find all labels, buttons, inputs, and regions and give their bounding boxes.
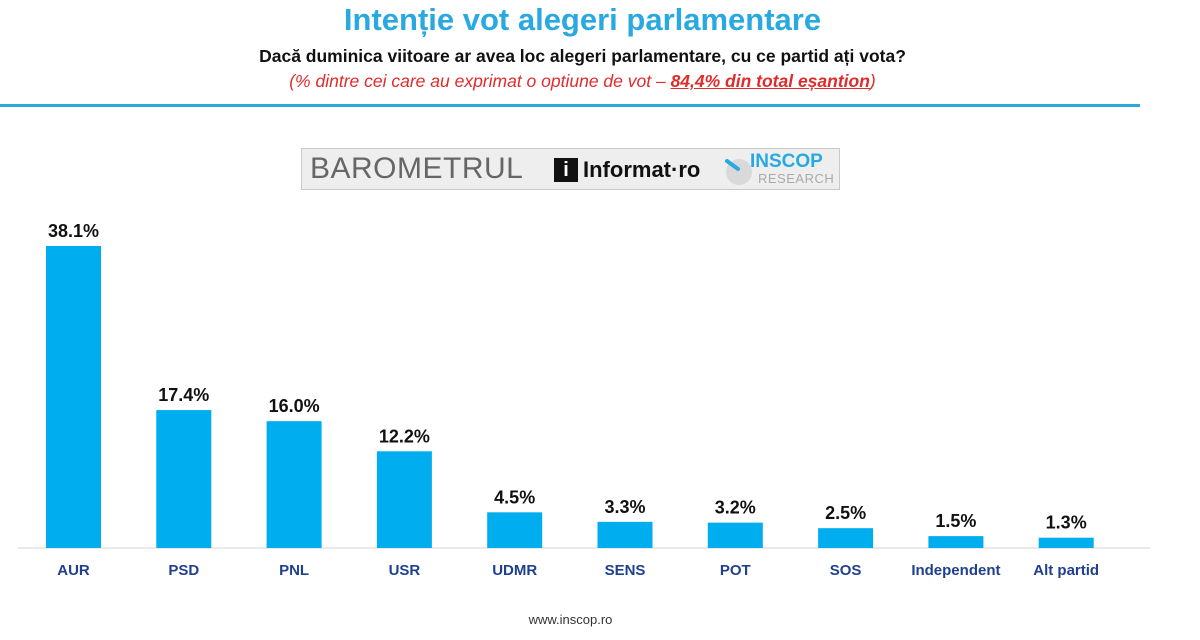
value-label-usr: 12.2% <box>379 426 430 446</box>
category-label-psd: PSD <box>168 562 199 579</box>
category-label-alt-partid: Alt partid <box>1033 562 1099 579</box>
sample-note-close: ) <box>869 71 876 91</box>
chart-title: Intenție vot alegeri parlamentare <box>343 2 822 37</box>
sample-note-emphasis: 84,4% din total eșantion <box>670 71 870 91</box>
category-label-aur: AUR <box>57 562 90 579</box>
bar-sos <box>818 528 874 548</box>
chart-subtitle: Dacă duminica viitoare ar avea loc alege… <box>259 46 906 66</box>
value-label-pot: 3.2% <box>715 498 756 518</box>
bar-alt-partid <box>1038 537 1094 548</box>
value-label-pnl: 16.0% <box>269 396 320 416</box>
category-label-pnl: PNL <box>279 562 309 579</box>
value-label-sens: 3.3% <box>604 497 645 517</box>
bar-chart: 38.1% AUR 17.4% PSD 16.0% PNL 12.2% USR 4.5% UDMR… <box>18 221 1150 579</box>
barometer-label: BAROMETRUL <box>310 152 524 185</box>
category-label-udmr: UDMR <box>492 562 537 579</box>
sample-note: (% dintre cei care au exprimat o optiune… <box>0 71 1165 92</box>
inscop-logo-text: INSCOP <box>750 151 823 172</box>
value-label-aur: 38.1% <box>48 221 99 241</box>
category-label-independent: Independent <box>911 562 1000 579</box>
bar-independent <box>928 536 984 548</box>
bar-udmr <box>487 512 543 548</box>
barometer-banner: BAROMETRUL i Informat·ro INSCOP RESEARCH <box>301 148 840 190</box>
value-label-psd: 17.4% <box>158 385 209 405</box>
header-divider <box>0 104 1140 107</box>
inscop-research-text: RESEARCH <box>758 171 835 186</box>
value-label-independent: 1.5% <box>935 511 976 531</box>
bar-psd <box>156 410 212 548</box>
category-label-pot: POT <box>720 562 751 579</box>
informat-logo-text: Informat·ro <box>583 157 701 182</box>
bar-sens <box>597 521 653 548</box>
category-label-usr: USR <box>389 562 421 579</box>
category-label-sens: SENS <box>605 562 646 579</box>
bar-usr <box>376 451 432 548</box>
category-label-sos: SOS <box>830 562 862 579</box>
bar-aur <box>46 246 101 548</box>
bar-pot <box>707 522 763 548</box>
value-label-sos: 2.5% <box>825 503 866 523</box>
value-label-udmr: 4.5% <box>494 487 535 507</box>
value-label-alt-partid: 1.3% <box>1046 513 1087 533</box>
informat-logo-icon: i <box>554 158 578 182</box>
bar-pnl <box>266 421 322 548</box>
sample-note-open: (% dintre cei care au exprimat o optiune… <box>289 71 671 91</box>
inscop-logo-icon <box>725 159 752 185</box>
footer-url: www.inscop.ro <box>528 612 613 627</box>
